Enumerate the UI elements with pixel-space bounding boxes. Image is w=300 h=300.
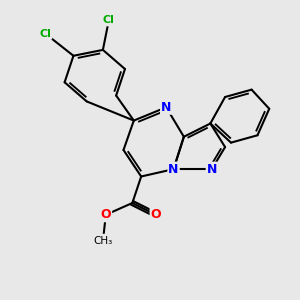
Text: Cl: Cl <box>40 29 51 39</box>
Text: Cl: Cl <box>103 15 115 26</box>
Text: O: O <box>94 235 105 248</box>
Text: O: O <box>151 208 161 221</box>
Text: N: N <box>161 101 171 114</box>
Text: N: N <box>207 163 217 176</box>
Text: CH₃: CH₃ <box>93 236 112 246</box>
Text: O: O <box>100 208 111 221</box>
Text: N: N <box>168 163 179 176</box>
